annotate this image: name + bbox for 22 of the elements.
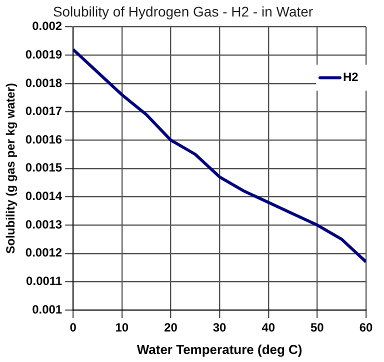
y-tick-label: 0.0014 [25, 189, 62, 204]
chart-title: Solubility of Hydrogen Gas - H2 - in Water [52, 3, 314, 20]
y-tick-label: 0.0018 [25, 76, 62, 90]
y-tick-label: 0.002 [32, 19, 62, 34]
x-tick-label: 40 [262, 320, 276, 335]
y-tick-label: 0.0015 [25, 160, 62, 175]
x-tick-label: 10 [115, 320, 129, 335]
x-tick-label: 60 [359, 320, 373, 335]
x-axis-title: Water Temperature (deg C) [136, 342, 302, 357]
x-tick-label: 30 [212, 320, 227, 335]
y-tick-label: 0.001 [32, 302, 62, 316]
y-tick-label: 0.0017 [25, 104, 62, 118]
y-axis-title: Solubility (g gas per kg water) [4, 83, 18, 254]
y-tick-label: 0.0012 [25, 246, 62, 260]
x-tick-label: 0 [70, 320, 77, 335]
legend-label: H2 [343, 70, 359, 84]
y-tick-label: 0.0013 [25, 217, 62, 232]
x-tick-label: 20 [164, 320, 178, 335]
y-tick-label: 0.0019 [25, 47, 62, 62]
y-tick-label: 0.0016 [25, 132, 62, 146]
y-tick-label: 0.0011 [26, 274, 62, 288]
x-tick-label: 50 [310, 320, 324, 335]
